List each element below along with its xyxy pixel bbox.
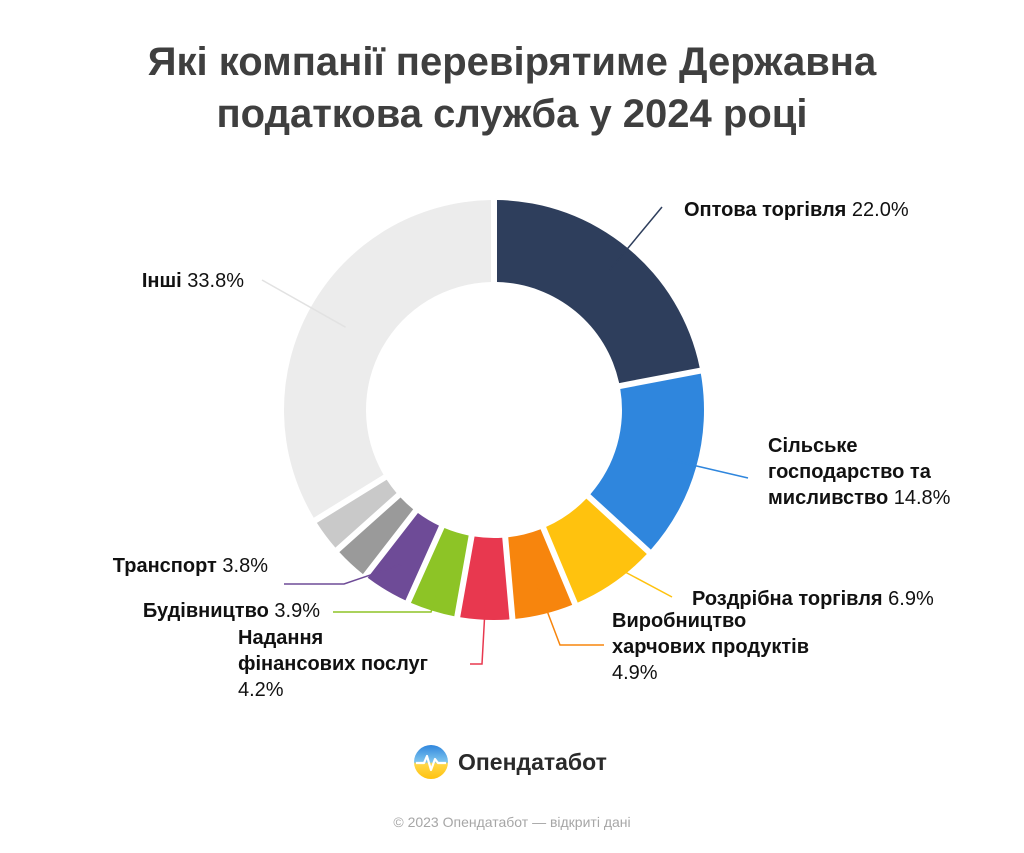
leader-line (284, 563, 402, 585)
slice-value-label: 14.8% (888, 487, 950, 509)
slice-label-name: фінансових послуг (238, 653, 428, 675)
slice-label: Транспорт 3.8% (113, 555, 268, 577)
slice-value-label: 33.8% (182, 270, 244, 292)
slice-value-label: 3.9% (269, 600, 320, 622)
leader-line (470, 589, 487, 665)
leader-line (536, 584, 604, 646)
slice-label: Оптова торгівля 22.0% (684, 199, 909, 221)
donut-slice (367, 512, 439, 601)
slice-label-name: Транспорт (113, 555, 217, 577)
brand-name: Опендатабот (458, 748, 607, 775)
brand: Опендатабот (412, 740, 607, 784)
chart-title-line-2: податкова служба у 2024 році (216, 92, 808, 136)
leader-line (666, 458, 749, 479)
slice-label-name: мисливство (768, 487, 888, 509)
slice-label-name: Сільське (768, 435, 858, 457)
footer-copyright: © 2023 Опендатабот — відкриті дані (393, 814, 631, 830)
donut-slice (546, 498, 647, 603)
slice-label: Роздрібна торгівля 6.9% (692, 588, 934, 610)
chart-title: Які компанії перевірятиме Державна подат… (0, 36, 1024, 140)
slice-label: Будівництво 3.9% (143, 600, 320, 622)
donut-slice (590, 373, 705, 550)
leader-line (597, 556, 673, 598)
chart-title-line-1: Які компанії перевірятиме Державна (147, 40, 877, 84)
heart-pulse-logo-icon (414, 745, 448, 779)
slice-label: Надання фінансових послуг 4.2% (238, 627, 428, 701)
slice-label-name: Надання (238, 627, 323, 649)
leader-line (261, 279, 346, 328)
slice-value-label: 3.8% (217, 555, 268, 577)
slice-label: Сільське господарство та мисливство 14.8% (768, 435, 951, 509)
slice-label-name: Інші (142, 270, 182, 292)
slice-value-label: 22.0% (846, 199, 908, 221)
slice-label-name: Будівництво (143, 600, 269, 622)
leader-line (333, 581, 442, 613)
slice-label-name: Роздрібна торгівля (692, 588, 883, 610)
slice-value-label: 4.9% (612, 662, 658, 684)
slice-label-name: господарство та (768, 461, 932, 483)
donut-chart: Оптова торгівля 22.0% Сільське господарств… (113, 199, 951, 701)
donut-slice (460, 536, 510, 620)
slice-value-label: 4.2% (238, 679, 284, 701)
donut-slice (496, 200, 700, 384)
slice-label: Виробництво харчових продуктів 4.9% (612, 610, 809, 684)
donut-slice (410, 528, 469, 617)
slice-label-name: Виробництво (612, 610, 746, 632)
donut-slice (316, 479, 397, 548)
slice-label-name: Оптова торгівля (684, 199, 846, 221)
slice-label-name: харчових продуктів (612, 636, 809, 658)
donut-slice (284, 200, 492, 518)
slice-label: Інші 33.8% (142, 270, 244, 292)
donut-slice (339, 497, 414, 575)
leader-line (608, 206, 663, 272)
donut-slice (508, 529, 573, 619)
slice-value-label: 6.9% (883, 588, 934, 610)
